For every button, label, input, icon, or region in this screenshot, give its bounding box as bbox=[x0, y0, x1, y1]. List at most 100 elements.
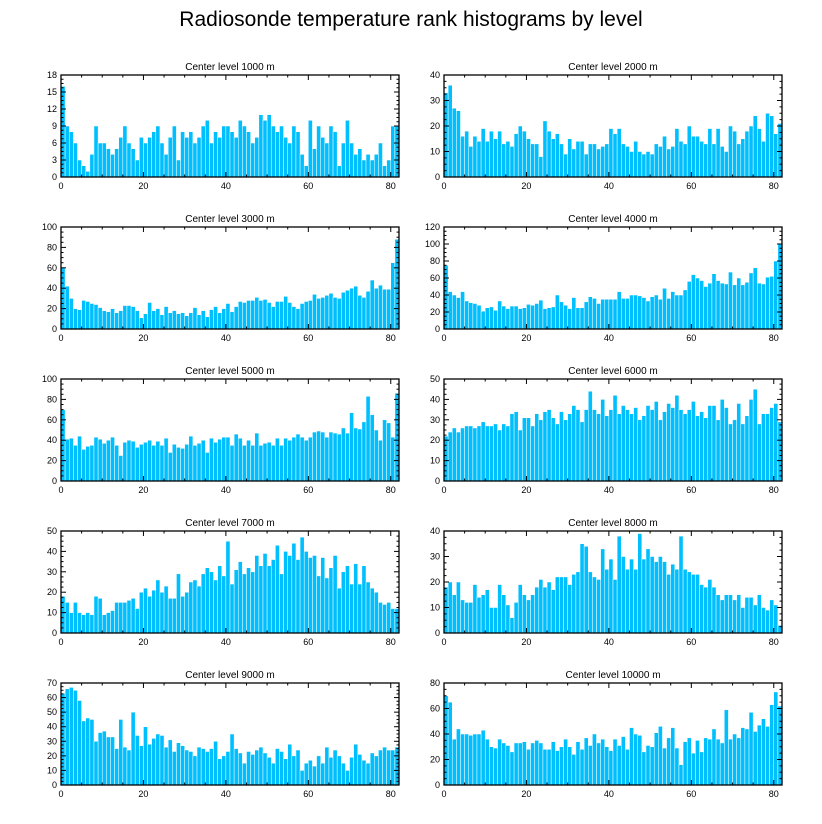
histogram-bar bbox=[691, 274, 696, 330]
y-tick-label: 10 bbox=[430, 147, 440, 157]
histogram-bar bbox=[748, 125, 754, 178]
x-tick-label: 0 bbox=[58, 181, 63, 191]
histogram-bar bbox=[345, 432, 350, 482]
histogram-bar bbox=[295, 308, 301, 330]
histogram-bar bbox=[106, 148, 111, 178]
histogram-bar bbox=[378, 284, 383, 330]
histogram-bar bbox=[184, 749, 190, 786]
histogram-bar bbox=[596, 579, 601, 634]
histogram-bar bbox=[633, 141, 638, 178]
histogram-bar bbox=[118, 719, 124, 786]
histogram-bar bbox=[769, 704, 775, 786]
x-tick-label: 80 bbox=[769, 789, 779, 799]
panel-title: Center level 6000 m bbox=[568, 366, 658, 377]
histogram-bar bbox=[213, 579, 218, 634]
histogram-bar bbox=[200, 439, 206, 482]
histogram-bar bbox=[242, 125, 247, 178]
y-tick-label: 60 bbox=[430, 704, 440, 714]
histogram-bar bbox=[237, 437, 243, 482]
histogram-bar bbox=[312, 148, 317, 178]
histogram-bar bbox=[270, 762, 276, 786]
x-tick-label: 20 bbox=[138, 789, 148, 799]
histogram-bar bbox=[480, 729, 486, 786]
histogram-bar bbox=[349, 757, 354, 786]
histogram-bar bbox=[332, 297, 338, 330]
histogram-bar bbox=[513, 133, 519, 178]
histogram-bar bbox=[262, 752, 268, 786]
histogram-bar bbox=[365, 762, 371, 786]
histogram-bar bbox=[719, 599, 725, 634]
histogram-bar bbox=[382, 288, 387, 330]
histogram-bar bbox=[534, 143, 540, 178]
histogram-bar bbox=[579, 421, 585, 482]
x-tick-label: 60 bbox=[303, 789, 313, 799]
x-tick-label: 40 bbox=[604, 181, 614, 191]
histogram-bar bbox=[637, 735, 643, 786]
histogram-bar bbox=[736, 403, 742, 482]
histogram-bar bbox=[242, 302, 247, 330]
histogram-bar bbox=[476, 597, 482, 634]
histogram-bar bbox=[303, 762, 309, 786]
histogram-bar bbox=[291, 755, 297, 786]
histogram-bar bbox=[126, 142, 132, 178]
histogram-bar bbox=[184, 444, 190, 482]
histogram-bar bbox=[538, 299, 544, 330]
histogram-bar bbox=[538, 419, 544, 482]
histogram-bar bbox=[262, 553, 268, 634]
x-tick-label: 0 bbox=[58, 485, 63, 495]
histogram-bar bbox=[489, 130, 494, 178]
y-tick-label: 0 bbox=[435, 172, 440, 182]
histogram-bar bbox=[250, 571, 255, 634]
y-tick-label: 40 bbox=[430, 394, 440, 404]
histogram-bar bbox=[501, 305, 507, 330]
histogram-bar bbox=[707, 738, 713, 786]
histogram-bar bbox=[588, 745, 593, 786]
histogram-bar bbox=[205, 316, 210, 330]
histogram-bar bbox=[612, 395, 618, 482]
histogram-bar bbox=[732, 599, 737, 634]
histogram-bar bbox=[699, 411, 704, 482]
x-tick-label: 40 bbox=[604, 333, 614, 343]
histogram-bar bbox=[711, 273, 717, 330]
histogram-bar bbox=[287, 555, 293, 634]
histogram-bar bbox=[332, 749, 338, 786]
y-tick-label: 40 bbox=[47, 283, 57, 293]
y-tick-label: 30 bbox=[430, 96, 440, 106]
histogram-bar bbox=[616, 535, 622, 634]
histogram-bar bbox=[530, 742, 535, 786]
histogram-bar bbox=[608, 558, 614, 634]
histogram-bar bbox=[583, 153, 589, 178]
x-tick-label: 0 bbox=[58, 333, 63, 343]
histogram-bar bbox=[744, 415, 750, 482]
histogram-bar bbox=[126, 600, 132, 634]
histogram-bar bbox=[678, 294, 684, 330]
x-tick-label: 20 bbox=[521, 333, 531, 343]
histogram-bar bbox=[757, 128, 762, 178]
histogram-bar bbox=[209, 142, 214, 178]
histogram-bar bbox=[575, 307, 581, 330]
histogram-bar bbox=[732, 733, 737, 786]
histogram-bar bbox=[484, 589, 490, 634]
histogram-bar bbox=[266, 757, 272, 786]
histogram-bar bbox=[81, 720, 86, 786]
histogram-bar bbox=[196, 585, 202, 634]
histogram-bar bbox=[476, 141, 482, 178]
histogram-bar bbox=[456, 728, 461, 786]
histogram-bar bbox=[159, 314, 165, 330]
histogram-bar bbox=[761, 607, 766, 634]
histogram-bar bbox=[695, 574, 700, 634]
x-tick-label: 20 bbox=[521, 637, 531, 647]
y-tick-label: 100 bbox=[425, 239, 440, 249]
histogram-bar bbox=[374, 154, 379, 178]
histogram-bar bbox=[110, 736, 115, 786]
histogram-bar bbox=[740, 607, 746, 634]
histogram-bar bbox=[629, 294, 634, 330]
y-tick-label: 3 bbox=[52, 155, 57, 165]
histogram-bar bbox=[89, 614, 95, 634]
histogram-bar bbox=[167, 739, 173, 786]
histogram-bar bbox=[361, 297, 367, 330]
histogram-bar bbox=[386, 749, 392, 786]
histogram-bar bbox=[295, 433, 301, 482]
histogram-bar bbox=[526, 599, 531, 634]
histogram-bar bbox=[163, 746, 169, 786]
